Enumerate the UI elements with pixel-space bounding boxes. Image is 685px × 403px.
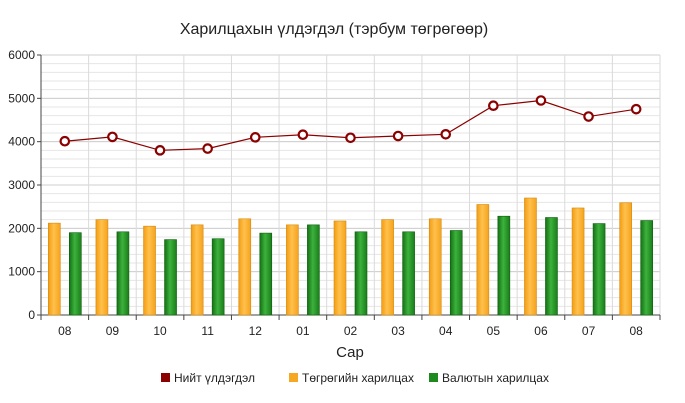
bar-tugrug xyxy=(524,197,537,316)
bar-tugrug xyxy=(95,219,109,316)
x-axis-title: Сар xyxy=(336,344,364,361)
legend-item[interactable]: Валютын харилцах xyxy=(429,371,549,385)
bar-currency xyxy=(449,230,463,316)
x-tick-label: 06 xyxy=(534,324,548,338)
legend-item[interactable]: Нийт үлдэгдэл xyxy=(161,371,255,385)
bars xyxy=(48,197,653,316)
x-tick-label: 12 xyxy=(249,324,263,338)
legend-label: Төгрөгийн харилцах xyxy=(302,371,414,385)
x-tick-label: 07 xyxy=(582,324,596,338)
x-tick-label: 08 xyxy=(58,324,72,338)
legend-label: Нийт үлдэгдэл xyxy=(174,371,255,385)
chart-title: Харилцахын үлдэгдэл (тэрбум төгрөгөөр) xyxy=(180,21,488,38)
bar-currency xyxy=(640,220,653,316)
total-point xyxy=(59,135,71,147)
legend[interactable]: Нийт үлдэгдэл Төгрөгийн харилцах Валютын х… xyxy=(161,371,549,385)
x-tick-label: 04 xyxy=(439,324,453,338)
y-tick-label: 0 xyxy=(28,308,35,322)
total-point xyxy=(535,95,547,106)
bar-currency xyxy=(259,232,273,316)
bar-currency xyxy=(307,224,320,316)
bar-currency xyxy=(545,217,558,316)
y-tick-label: 1000 xyxy=(8,265,35,279)
y-tick-label: 5000 xyxy=(8,91,35,105)
bar-currency xyxy=(211,238,225,316)
total-line xyxy=(59,95,642,156)
y-tick-label: 3000 xyxy=(8,178,35,192)
legend-swatch xyxy=(289,373,298,382)
x-tick-label: 09 xyxy=(106,324,120,338)
y-tick-label: 6000 xyxy=(8,48,35,62)
bar-tugrug xyxy=(333,220,347,316)
tick-labels: 0 1000 2000 3000 4000 5000 6000 08 09 10 11 12 01 02 0… xyxy=(8,48,643,338)
bar-tugrug xyxy=(571,207,585,316)
bar-tugrug xyxy=(428,218,442,316)
total-point xyxy=(440,129,452,140)
total-point xyxy=(202,143,213,154)
x-tick-label: 01 xyxy=(296,324,310,338)
bar-tugrug xyxy=(619,202,632,316)
bar-tugrug xyxy=(476,204,490,316)
bar-currency xyxy=(69,232,82,316)
x-tick-label: 08 xyxy=(630,324,644,338)
bar-currency xyxy=(116,231,130,316)
bar-tugrug xyxy=(381,219,394,316)
bar-tugrug xyxy=(48,222,61,316)
x-tick-label: 02 xyxy=(344,324,358,338)
legend-item[interactable]: Төгрөгийн харилцах xyxy=(289,371,414,385)
total-point xyxy=(630,103,642,115)
total-point xyxy=(488,100,499,111)
legend-swatch xyxy=(161,373,170,382)
bar-currency xyxy=(402,231,415,316)
bar-currency xyxy=(592,223,606,316)
total-point xyxy=(345,132,356,144)
x-tick-label: 11 xyxy=(201,324,214,338)
x-tick-label: 05 xyxy=(487,324,501,338)
total-point xyxy=(583,111,594,122)
legend-label: Валютын харилцах xyxy=(442,371,549,385)
bar-tugrug xyxy=(238,218,252,316)
legend-swatch xyxy=(429,373,438,382)
bar-currency xyxy=(164,239,177,316)
total-point xyxy=(107,131,118,143)
y-tick-label: 4000 xyxy=(8,135,35,149)
x-tick-label: 10 xyxy=(153,324,167,338)
total-point xyxy=(154,145,166,156)
total-point xyxy=(249,132,261,143)
grid xyxy=(40,54,661,316)
bar-currency xyxy=(354,231,368,316)
total-point xyxy=(297,129,309,141)
bar-tugrug xyxy=(286,224,299,316)
bar-tugrug xyxy=(143,225,156,316)
x-tick-label: 03 xyxy=(391,324,405,338)
bar-currency xyxy=(497,215,511,316)
bar-tugrug xyxy=(190,224,204,316)
y-tick-label: 2000 xyxy=(8,221,35,235)
total-point xyxy=(392,130,404,142)
